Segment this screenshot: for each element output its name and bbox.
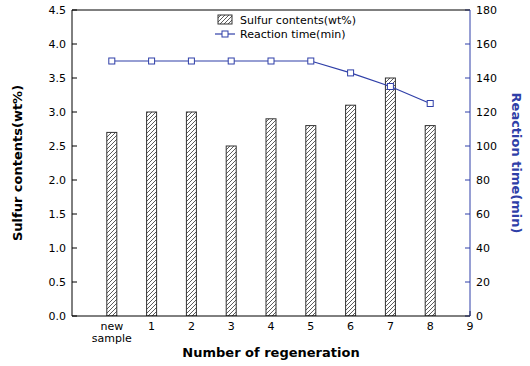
x-tick-label: 7 bbox=[387, 320, 394, 333]
y-tick-label: 1.0 bbox=[49, 242, 67, 255]
x-axis-label: Number of regeneration bbox=[182, 345, 359, 360]
y2-axis bbox=[470, 10, 471, 316]
x-tick-label-part: 9 bbox=[467, 320, 474, 333]
y2-tick-label: 80 bbox=[476, 174, 490, 187]
x-tick-label-part: 5 bbox=[307, 320, 314, 333]
line bbox=[112, 61, 430, 104]
y-tick-label: 2.5 bbox=[49, 140, 67, 153]
legend-label: Reaction time(min) bbox=[240, 28, 345, 41]
bar bbox=[226, 146, 236, 316]
line-marker bbox=[427, 101, 433, 107]
y2-tick bbox=[465, 44, 470, 45]
y-axis-label: Sulfur contents(wt%) bbox=[10, 85, 25, 241]
y-tick bbox=[72, 180, 77, 181]
line-marker bbox=[109, 58, 115, 64]
y2-tick bbox=[465, 248, 470, 249]
y-tick-label: 3.0 bbox=[49, 106, 67, 119]
x-tick-label: 1 bbox=[148, 320, 155, 333]
line-marker bbox=[268, 58, 274, 64]
x-tick-label: 6 bbox=[347, 320, 354, 333]
y-tick bbox=[72, 214, 77, 215]
legend-marker bbox=[222, 31, 228, 37]
y2-tick-label: 120 bbox=[476, 106, 497, 119]
line-marker bbox=[387, 84, 393, 90]
y2-tick bbox=[465, 112, 470, 113]
y2-tick bbox=[465, 180, 470, 181]
y-tick-label: 1.5 bbox=[49, 208, 67, 221]
x-tick-label: 8 bbox=[427, 320, 434, 333]
bar bbox=[186, 112, 196, 316]
line-marker bbox=[149, 58, 155, 64]
x-tick-label: 4 bbox=[268, 320, 275, 333]
y-tick bbox=[72, 146, 77, 147]
line-marker bbox=[188, 58, 194, 64]
x-tick-label-part: 1 bbox=[148, 320, 155, 333]
y-tick-label: 3.5 bbox=[49, 72, 67, 85]
y2-tick bbox=[465, 282, 470, 283]
x-tick-label-part: 2 bbox=[188, 320, 195, 333]
line-marker bbox=[308, 58, 314, 64]
x-tick-label: 3 bbox=[228, 320, 235, 333]
bar bbox=[385, 78, 395, 316]
y-axis bbox=[72, 10, 73, 316]
y2-tick bbox=[465, 214, 470, 215]
y2-tick bbox=[465, 146, 470, 147]
x-tick-label-part: 8 bbox=[427, 320, 434, 333]
bar bbox=[306, 126, 316, 316]
y2-tick-label: 40 bbox=[476, 242, 490, 255]
chart: 0.0 0.5 1.0 1.5 2.0 2.5 3.0 3.5 4.0 4.5 0 20 40 60 80 1… bbox=[0, 0, 530, 366]
x-tick-label-part: 3 bbox=[228, 320, 235, 333]
y-tick-label: 0.0 bbox=[49, 310, 67, 323]
y2-tick-label: 180 bbox=[476, 4, 497, 17]
plot-marks bbox=[107, 58, 435, 316]
x-tick-label-part: sample bbox=[92, 332, 132, 345]
line-marker bbox=[228, 58, 234, 64]
bar bbox=[346, 105, 356, 316]
bar bbox=[107, 132, 117, 316]
y2-tick-label: 0 bbox=[476, 310, 483, 323]
y-tick bbox=[72, 112, 77, 113]
legend: Sulfur contents(wt%)Reaction time(min) bbox=[215, 14, 356, 41]
x-tick-label: 9 bbox=[467, 320, 474, 333]
y-tick bbox=[72, 44, 77, 45]
y-tick-label: 2.0 bbox=[49, 174, 67, 187]
x-axis bbox=[72, 316, 470, 317]
y-tick bbox=[72, 282, 77, 283]
y-tick bbox=[72, 78, 77, 79]
y-tick-label: 4.0 bbox=[49, 38, 67, 51]
y2-axis-label: Reaction time(min) bbox=[509, 93, 524, 234]
bar bbox=[147, 112, 157, 316]
y-tick bbox=[72, 248, 77, 249]
line-marker bbox=[348, 70, 354, 76]
y2-tick-label: 160 bbox=[476, 38, 497, 51]
y-tick-label: 4.5 bbox=[49, 4, 67, 17]
x-tick-label-part: 7 bbox=[387, 320, 394, 333]
x-tick-label: 2 bbox=[188, 320, 195, 333]
x-tick-label-part: 6 bbox=[347, 320, 354, 333]
bar bbox=[266, 119, 276, 316]
legend-label: Sulfur contents(wt%) bbox=[240, 14, 356, 27]
bar bbox=[425, 126, 435, 316]
y-tick-label: 0.5 bbox=[49, 276, 67, 289]
y2-tick bbox=[465, 78, 470, 79]
y2-tick-label: 60 bbox=[476, 208, 490, 221]
x-tick-label-part: 4 bbox=[268, 320, 275, 333]
x-tick-label: newsample bbox=[92, 320, 132, 345]
y2-tick-label: 140 bbox=[476, 72, 497, 85]
x-tick-label: 5 bbox=[307, 320, 314, 333]
frame-top bbox=[72, 10, 470, 11]
legend-swatch bbox=[218, 15, 232, 24]
y2-tick-label: 20 bbox=[476, 276, 490, 289]
y2-tick-label: 100 bbox=[476, 140, 497, 153]
